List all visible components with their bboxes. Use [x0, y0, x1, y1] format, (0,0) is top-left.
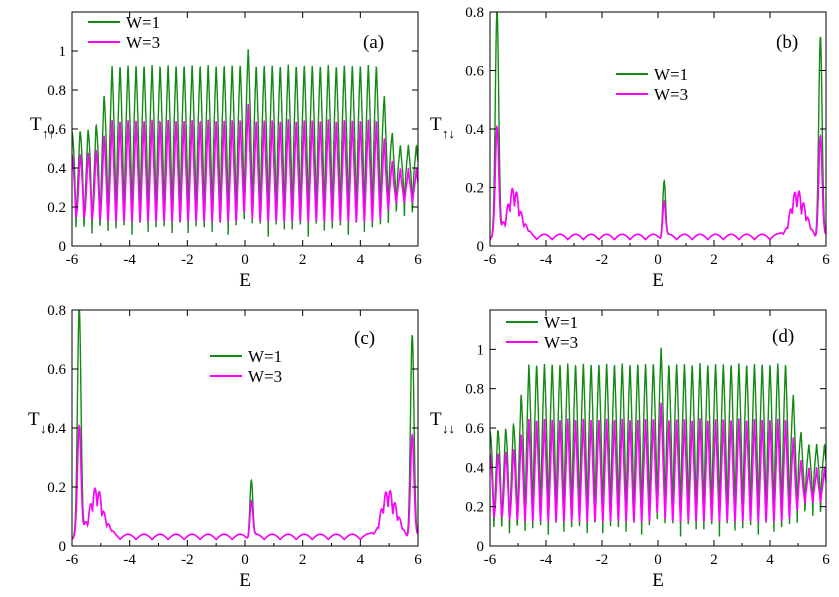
y-tick-label: 0.6	[465, 421, 484, 437]
x-tick-label: 2	[299, 252, 307, 268]
y-axis-label: T	[28, 409, 40, 430]
x-tick-label: 0	[241, 552, 249, 568]
y-tick-label: 0	[477, 239, 485, 255]
x-tick-label: 2	[710, 552, 718, 568]
panel-tag: (b)	[776, 32, 798, 53]
y-tick-label: 0.4	[465, 122, 484, 138]
x-tick-label: -4	[540, 552, 553, 568]
y-tick-label: 0.6	[47, 122, 66, 138]
y-axis-label-subscript: ↓↓	[442, 421, 455, 436]
x-tick-label: 4	[357, 552, 365, 568]
y-tick-label: 0.8	[47, 83, 66, 99]
y-tick-label: 0	[59, 539, 67, 555]
y-tick-label: 0.2	[47, 480, 66, 496]
x-tick-label: 6	[414, 552, 422, 568]
legend-entry: W=1	[544, 313, 578, 332]
x-tick-label: 2	[299, 552, 307, 568]
y-tick-label: 0.2	[47, 200, 66, 216]
panel-tag: (a)	[363, 32, 384, 53]
y-tick-label: 0.6	[465, 64, 484, 80]
panel-tag: (d)	[772, 326, 794, 347]
x-axis-label: E	[652, 270, 664, 291]
x-tick-label: 4	[766, 252, 774, 268]
y-tick-label: 0.2	[465, 500, 484, 516]
x-tick-label: 0	[654, 252, 662, 268]
panel-c: -6 -4 -2 0 2 4 6 0 0.2 0.4 0.6 0.8 E T ↓↑ W=1W=3 (c)	[28, 303, 422, 591]
x-tick-label: -2	[181, 552, 194, 568]
x-axis-label: E	[239, 270, 251, 291]
x-tick-label: -4	[540, 252, 553, 268]
series-line-W3	[72, 103, 418, 224]
y-tick-label: 1	[59, 44, 67, 60]
panel-d: -6 -4 -2 0 2 4 6 0 0.2 0.4 0.6 0.8 1 E T ↓↓ W=1W=3 (d)	[430, 309, 830, 591]
y-axis-label-subscript: ↑↑	[42, 126, 55, 141]
x-tick-label: -2	[596, 252, 609, 268]
x-tick-label: 0	[241, 252, 249, 268]
legend-entry: W=3	[126, 33, 160, 52]
x-tick-label: -4	[123, 252, 136, 268]
legend-entry: W=3	[654, 85, 688, 104]
series-line-W3	[490, 402, 826, 523]
series-line-W3	[72, 423, 418, 541]
y-tick-label: 0	[477, 539, 485, 555]
x-axis-label: E	[239, 570, 251, 591]
x-axis-label: E	[652, 570, 664, 591]
legend-entry: W=1	[126, 13, 160, 32]
x-tick-label: -2	[596, 552, 609, 568]
x-tick-label: 6	[822, 252, 830, 268]
y-tick-label: 0.4	[465, 460, 484, 476]
panel-b: -6 -4 -2 0 2 4 6 0 0.2 0.4 0.6 0.8 E T ↑↓ W=1W=3 (b)	[430, 5, 830, 291]
legend-entry: W=3	[544, 333, 578, 352]
y-tick-label: 0	[59, 239, 67, 255]
x-tick-label: -6	[484, 552, 497, 568]
series-line-W1	[490, 347, 826, 537]
x-tick-label: 0	[654, 552, 662, 568]
x-tick-label: 6	[822, 552, 830, 568]
y-tick-label: 0.6	[47, 362, 66, 378]
y-axis-label: T	[30, 114, 42, 135]
x-tick-label: 6	[414, 252, 422, 268]
x-tick-label: -4	[123, 552, 136, 568]
series-line-W3	[490, 124, 826, 241]
x-tick-label: 2	[710, 252, 718, 268]
y-tick-label: 0.8	[47, 303, 66, 319]
series-line-W1	[72, 49, 418, 237]
y-tick-label: 0.8	[465, 382, 484, 398]
legend-entry: W=3	[248, 367, 282, 386]
panel-tag: (c)	[354, 328, 375, 349]
y-tick-label: 0.4	[47, 421, 66, 437]
legend-entry: W=1	[654, 65, 688, 84]
x-tick-label: -6	[484, 252, 497, 268]
x-tick-label: -6	[66, 552, 79, 568]
panel-a: -6 -4 -2 0 2 4 6 0 0.2 0.4 0.6 0.8 1 E T ↑↑ W=1W=3 (a)	[30, 11, 422, 291]
x-tick-label: -6	[66, 252, 79, 268]
y-axis-label-subscript: ↓↑	[40, 421, 53, 436]
x-tick-label: 4	[357, 252, 365, 268]
x-tick-label: 4	[766, 552, 774, 568]
y-axis-label: T	[430, 409, 442, 430]
y-axis-label: T	[430, 114, 442, 135]
y-axis-label-subscript: ↑↓	[442, 126, 455, 141]
y-tick-label: 0.4	[47, 161, 66, 177]
y-tick-label: 0.2	[465, 181, 484, 197]
y-tick-label: 0.8	[465, 5, 484, 21]
y-tick-label: 1	[477, 342, 485, 358]
x-tick-label: -2	[181, 252, 194, 268]
legend-entry: W=1	[248, 347, 282, 366]
